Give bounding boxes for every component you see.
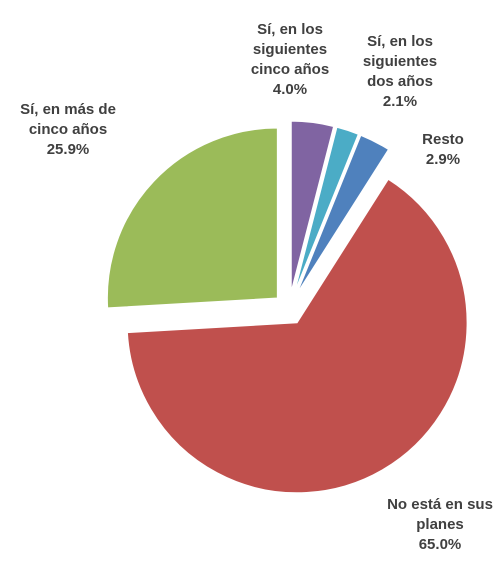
slice-name: Sí, en los siguientes dos años: [362, 33, 438, 90]
pie-slice: [296, 134, 390, 294]
slice-label: Resto 2.9%: [383, 130, 497, 170]
slice-name: Sí, en más de cinco años: [20, 101, 116, 138]
slice-value: 4.0%: [272, 81, 308, 98]
pie-slice: [290, 120, 335, 292]
slice-label: Sí, en los siguientes dos años 2.1%: [350, 32, 450, 112]
slice-value: 65.0%: [418, 536, 462, 553]
slice-name: No está en sus planes: [387, 496, 493, 533]
slice-label: Sí, en más de cinco años 25.9%: [8, 100, 128, 160]
slice-label: Sí, en los siguientes cinco años 4.0%: [240, 20, 340, 100]
slice-value: 2.1%: [382, 93, 418, 110]
pie-slice: [294, 126, 359, 293]
slice-name: Resto: [422, 131, 464, 148]
slice-value: 25.9%: [46, 141, 90, 158]
pie-slice: [126, 178, 468, 494]
slice-name: Sí, en los siguientes cinco años: [250, 21, 330, 78]
pie-slice: [106, 127, 278, 309]
slice-label: No está en sus planes 65.0%: [380, 495, 497, 555]
slice-value: 2.9%: [425, 151, 461, 168]
